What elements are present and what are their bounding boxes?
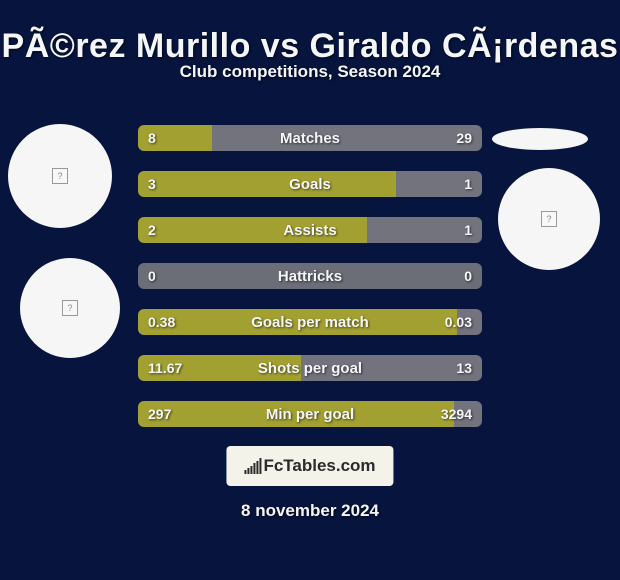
stat-bar-right — [396, 171, 482, 197]
stat-row: 829Matches — [138, 125, 482, 151]
page-title: PÃ©rez Murillo vs Giraldo CÃ¡rdenas — [0, 27, 620, 66]
player-avatar-right: ? — [498, 168, 600, 270]
stat-bar-left — [138, 125, 212, 151]
stat-bar-left — [138, 309, 457, 335]
stat-bar-right — [212, 125, 482, 151]
footer-attribution: FcTables.com — [226, 446, 393, 486]
stat-bar-right — [310, 263, 482, 289]
date: 8 november 2024 — [0, 501, 620, 521]
bars-icon — [244, 458, 261, 474]
stat-bar-left — [138, 401, 454, 427]
stat-row: 2973294Min per goal — [138, 401, 482, 427]
stat-bar-right — [454, 401, 482, 427]
footer-label: FcTables.com — [263, 456, 375, 476]
stat-bar-right — [367, 217, 482, 243]
stat-bar-left — [138, 263, 310, 289]
decor-ellipse — [492, 128, 588, 150]
player-avatar-left-bottom: ? — [20, 258, 120, 358]
footer-logo: FcTables.com — [244, 456, 375, 476]
stat-row: 31Goals — [138, 171, 482, 197]
stat-bar-left — [138, 171, 396, 197]
stat-row: 0.380.03Goals per match — [138, 309, 482, 335]
subtitle: Club competitions, Season 2024 — [0, 62, 620, 82]
stat-bar-left — [138, 217, 367, 243]
stat-bar-right — [301, 355, 482, 381]
stat-rows: 829Matches 31Goals 21Assists 00Hattricks 0.3… — [138, 125, 482, 447]
stat-bar-left — [138, 355, 301, 381]
player-avatar-left-top: ? — [8, 124, 112, 228]
stat-row: 21Assists — [138, 217, 482, 243]
stat-row: 00Hattricks — [138, 263, 482, 289]
stat-row: 11.6713Shots per goal — [138, 355, 482, 381]
stat-bar-right — [457, 309, 482, 335]
